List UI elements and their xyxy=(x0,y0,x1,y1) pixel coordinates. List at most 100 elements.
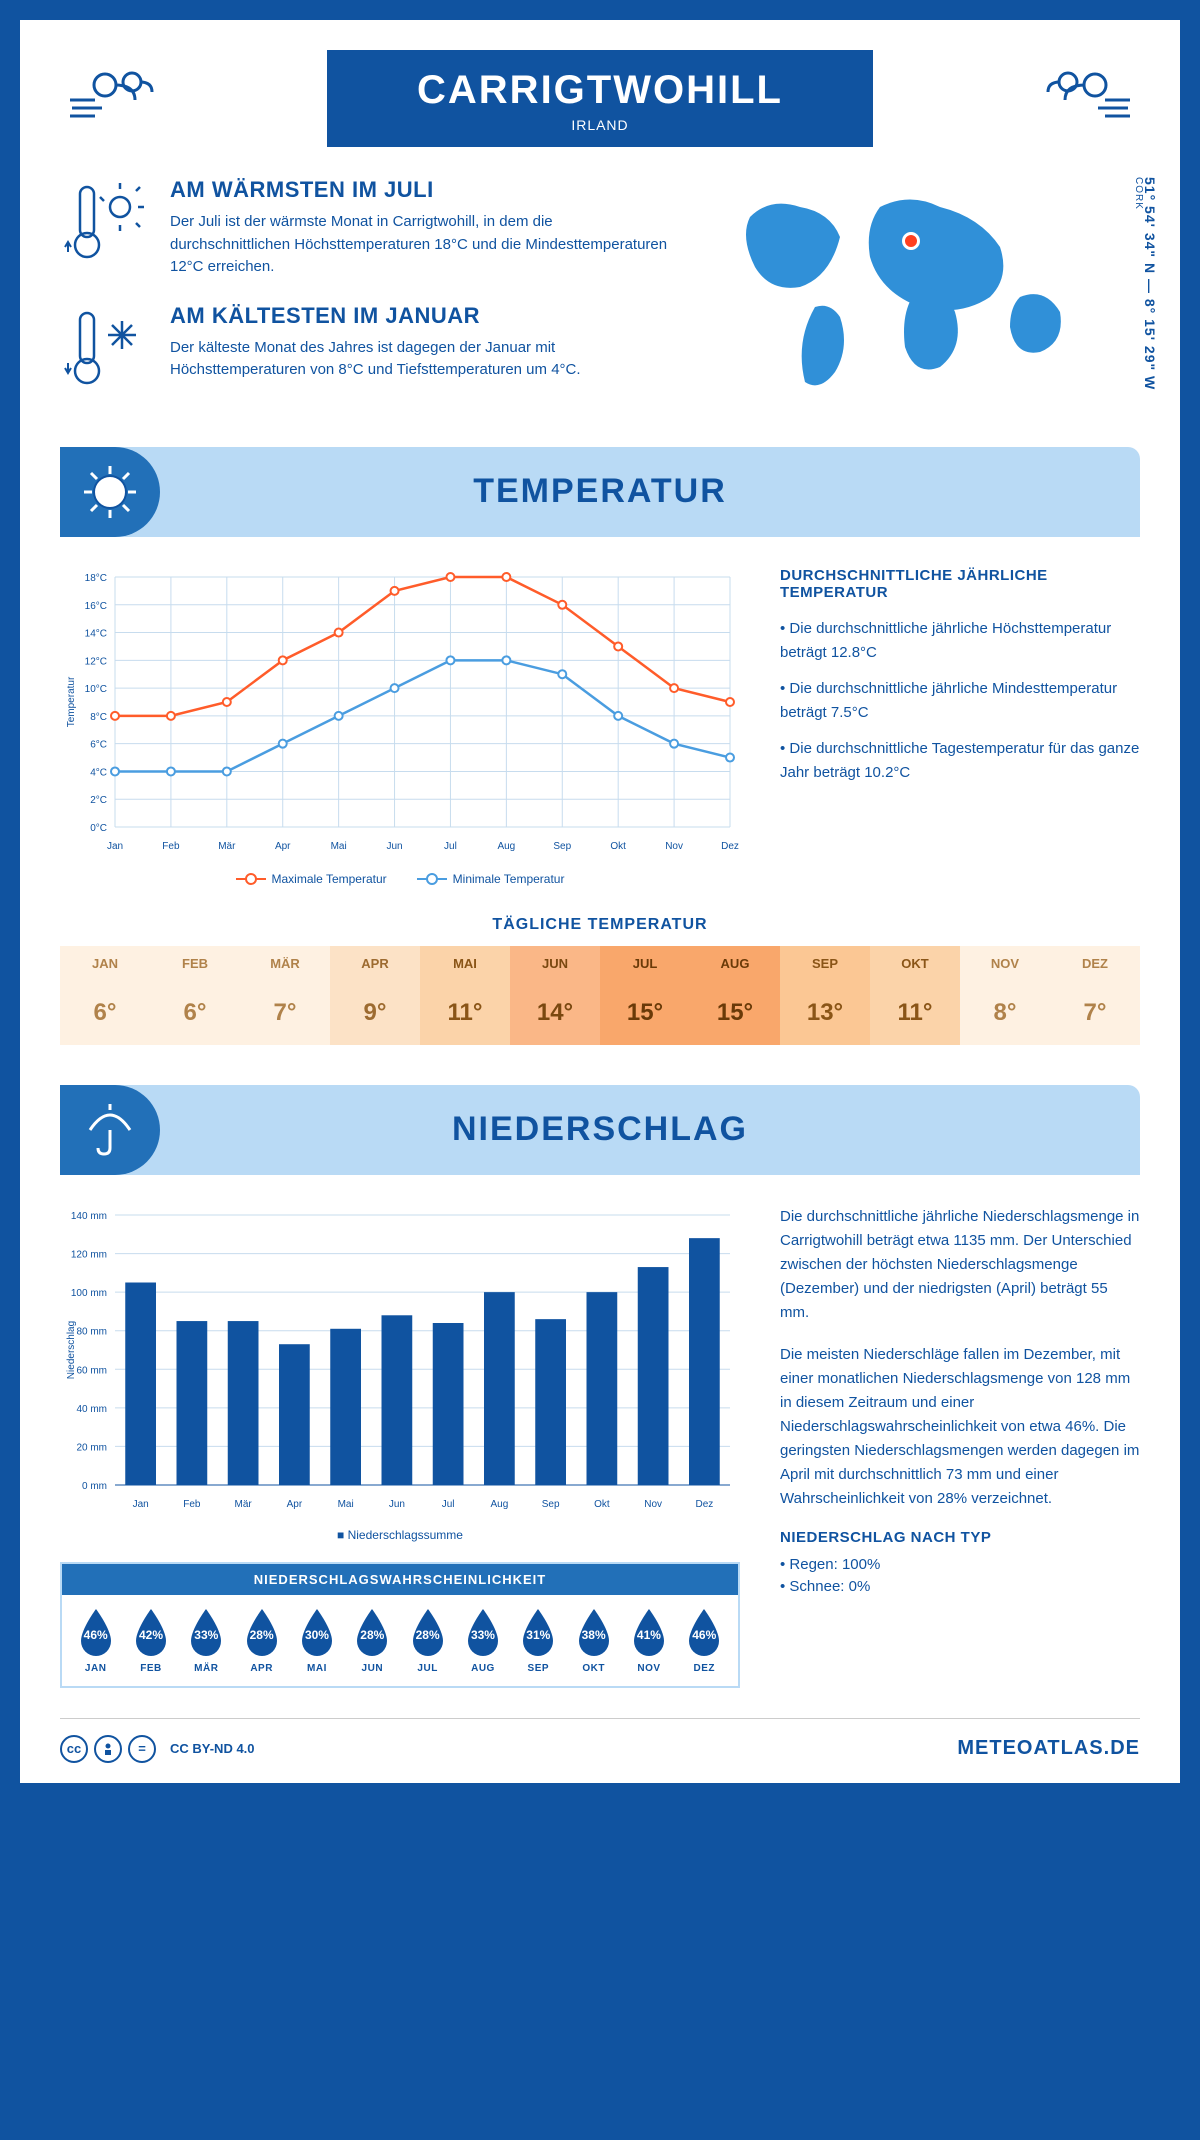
daily-temp-cell: JAN 6° xyxy=(60,946,150,1045)
site-name: METEOATLAS.DE xyxy=(957,1737,1140,1760)
rain-drop-icon: 31% xyxy=(517,1607,559,1659)
coordinates: 51° 54' 34" N — 8° 15' 29" W xyxy=(1142,177,1158,390)
probability-cell: 46% JAN xyxy=(68,1607,123,1674)
svg-text:18°C: 18°C xyxy=(85,573,107,584)
probability-title: NIEDERSCHLAGSWAHRSCHEINLICHKEIT xyxy=(62,1564,738,1595)
precip-legend: Niederschlagssumme xyxy=(60,1528,740,1542)
svg-text:Aug: Aug xyxy=(497,841,515,852)
daily-temp-cell: AUG 15° xyxy=(690,946,780,1045)
daily-temp-cell: APR 9° xyxy=(330,946,420,1045)
svg-text:Feb: Feb xyxy=(183,1499,201,1510)
svg-text:Jan: Jan xyxy=(133,1499,149,1510)
svg-text:4°C: 4°C xyxy=(90,767,107,778)
page-subtitle: IRLAND xyxy=(417,117,783,133)
temperature-chart: 0°C2°C4°C6°C8°C10°C12°C14°C16°C18°CJanFe… xyxy=(60,567,740,886)
svg-text:Temperatur: Temperatur xyxy=(66,676,77,727)
precipitation-sidebar: Die durchschnittliche jährliche Niedersc… xyxy=(780,1205,1140,1688)
svg-text:0 mm: 0 mm xyxy=(82,1481,107,1492)
svg-text:2°C: 2°C xyxy=(90,795,107,806)
svg-text:Jul: Jul xyxy=(442,1499,455,1510)
svg-text:Dez: Dez xyxy=(695,1499,713,1510)
header: CARRIGTWOHILL IRLAND xyxy=(60,50,1140,147)
daily-temp-cell: NOV 8° xyxy=(960,946,1050,1045)
thermometer-sun-icon xyxy=(60,177,150,267)
wind-icon-left xyxy=(60,50,180,130)
license-text: CC BY-ND 4.0 xyxy=(170,1741,255,1756)
probability-box: NIEDERSCHLAGSWAHRSCHEINLICHKEIT 46% JAN … xyxy=(60,1562,740,1688)
svg-text:Jan: Jan xyxy=(107,841,123,852)
daily-temp-cell: DEZ 7° xyxy=(1050,946,1140,1045)
svg-text:Sep: Sep xyxy=(553,841,571,852)
svg-text:14°C: 14°C xyxy=(85,628,107,639)
svg-text:Niederschlag: Niederschlag xyxy=(66,1320,77,1378)
page-title: CARRIGTWOHILL xyxy=(417,68,783,113)
svg-text:Apr: Apr xyxy=(287,1499,303,1510)
temperature-sidebar: DURCHSCHNITTLICHE JÄHRLICHE TEMPERATUR •… xyxy=(780,567,1140,886)
svg-text:80 mm: 80 mm xyxy=(76,1326,107,1337)
probability-cell: 30% MAI xyxy=(289,1607,344,1674)
daily-temp-row: JAN 6°FEB 6°MÄR 7°APR 9°MAI 11°JUN 14°JU… xyxy=(60,946,1140,1045)
svg-text:20 mm: 20 mm xyxy=(76,1442,107,1453)
svg-text:12°C: 12°C xyxy=(85,656,107,667)
svg-text:8°C: 8°C xyxy=(90,711,107,722)
rain-drop-icon: 46% xyxy=(75,1607,117,1659)
svg-text:Aug: Aug xyxy=(490,1499,508,1510)
temperature-section-header: TEMPERATUR xyxy=(60,447,1140,537)
svg-text:Jun: Jun xyxy=(389,1499,405,1510)
coldest-block: AM KÄLTESTEN IM JANUAR Der kälteste Mona… xyxy=(60,303,670,393)
svg-text:120 mm: 120 mm xyxy=(71,1249,107,1260)
svg-text:Feb: Feb xyxy=(162,841,180,852)
svg-text:100 mm: 100 mm xyxy=(71,1288,107,1299)
svg-text:Mai: Mai xyxy=(331,841,347,852)
daily-temp-title: TÄGLICHE TEMPERATUR xyxy=(60,916,1140,934)
map-marker-icon xyxy=(902,232,920,250)
rain-drop-icon: 28% xyxy=(407,1607,449,1659)
temperature-heading: TEMPERATUR xyxy=(473,472,727,511)
svg-text:Jul: Jul xyxy=(444,841,457,852)
probability-cell: 28% JUN xyxy=(345,1607,400,1674)
legend-max: Maximale Temperatur xyxy=(236,872,387,886)
precipitation-chart: 0 mm20 mm40 mm60 mm80 mm100 mm120 mm140 … xyxy=(60,1205,740,1515)
rain-drop-icon: 28% xyxy=(351,1607,393,1659)
svg-text:0°C: 0°C xyxy=(90,823,107,834)
rain-drop-icon: 38% xyxy=(573,1607,615,1659)
license-block: cc = CC BY-ND 4.0 xyxy=(60,1735,255,1763)
probability-cell: 28% APR xyxy=(234,1607,289,1674)
probability-cell: 33% AUG xyxy=(455,1607,510,1674)
daily-temp-cell: OKT 11° xyxy=(870,946,960,1045)
svg-text:Apr: Apr xyxy=(275,841,291,852)
world-map-icon xyxy=(700,177,1120,397)
daily-temp-cell: MAI 11° xyxy=(420,946,510,1045)
daily-temp-cell: MÄR 7° xyxy=(240,946,330,1045)
title-box: CARRIGTWOHILL IRLAND xyxy=(327,50,873,147)
wind-icon-right xyxy=(1020,50,1140,130)
footer: cc = CC BY-ND 4.0 METEOATLAS.DE xyxy=(60,1718,1140,1763)
warmest-block: AM WÄRMSTEN IM JULI Der Juli ist der wär… xyxy=(60,177,670,279)
svg-text:Sep: Sep xyxy=(542,1499,560,1510)
svg-text:6°C: 6°C xyxy=(90,739,107,750)
svg-text:Okt: Okt xyxy=(610,841,626,852)
svg-text:Dez: Dez xyxy=(721,841,739,852)
svg-text:Nov: Nov xyxy=(644,1499,662,1510)
cc-icon: cc xyxy=(60,1735,88,1763)
probability-cell: 42% FEB xyxy=(123,1607,178,1674)
coldest-text: Der kälteste Monat des Jahres ist dagege… xyxy=(170,337,670,382)
svg-text:60 mm: 60 mm xyxy=(76,1365,107,1376)
rain-drop-icon: 33% xyxy=(185,1607,227,1659)
rain-drop-icon: 30% xyxy=(296,1607,338,1659)
map-container: CORK 51° 54' 34" N — 8° 15' 29" W xyxy=(700,177,1140,417)
by-icon xyxy=(94,1735,122,1763)
svg-text:Nov: Nov xyxy=(665,841,683,852)
probability-cell: 33% MÄR xyxy=(179,1607,234,1674)
warmest-text: Der Juli ist der wärmste Monat in Carrig… xyxy=(170,211,670,279)
daily-temp-cell: FEB 6° xyxy=(150,946,240,1045)
warmest-title: AM WÄRMSTEN IM JULI xyxy=(170,177,670,203)
daily-temp-cell: JUL 15° xyxy=(600,946,690,1045)
rain-drop-icon: 41% xyxy=(628,1607,670,1659)
svg-text:Mär: Mär xyxy=(235,1499,253,1510)
svg-text:140 mm: 140 mm xyxy=(71,1211,107,1222)
daily-temp-cell: SEP 13° xyxy=(780,946,870,1045)
nd-icon: = xyxy=(128,1735,156,1763)
precipitation-section-header: NIEDERSCHLAG xyxy=(60,1085,1140,1175)
info-row: AM WÄRMSTEN IM JULI Der Juli ist der wär… xyxy=(60,177,1140,417)
